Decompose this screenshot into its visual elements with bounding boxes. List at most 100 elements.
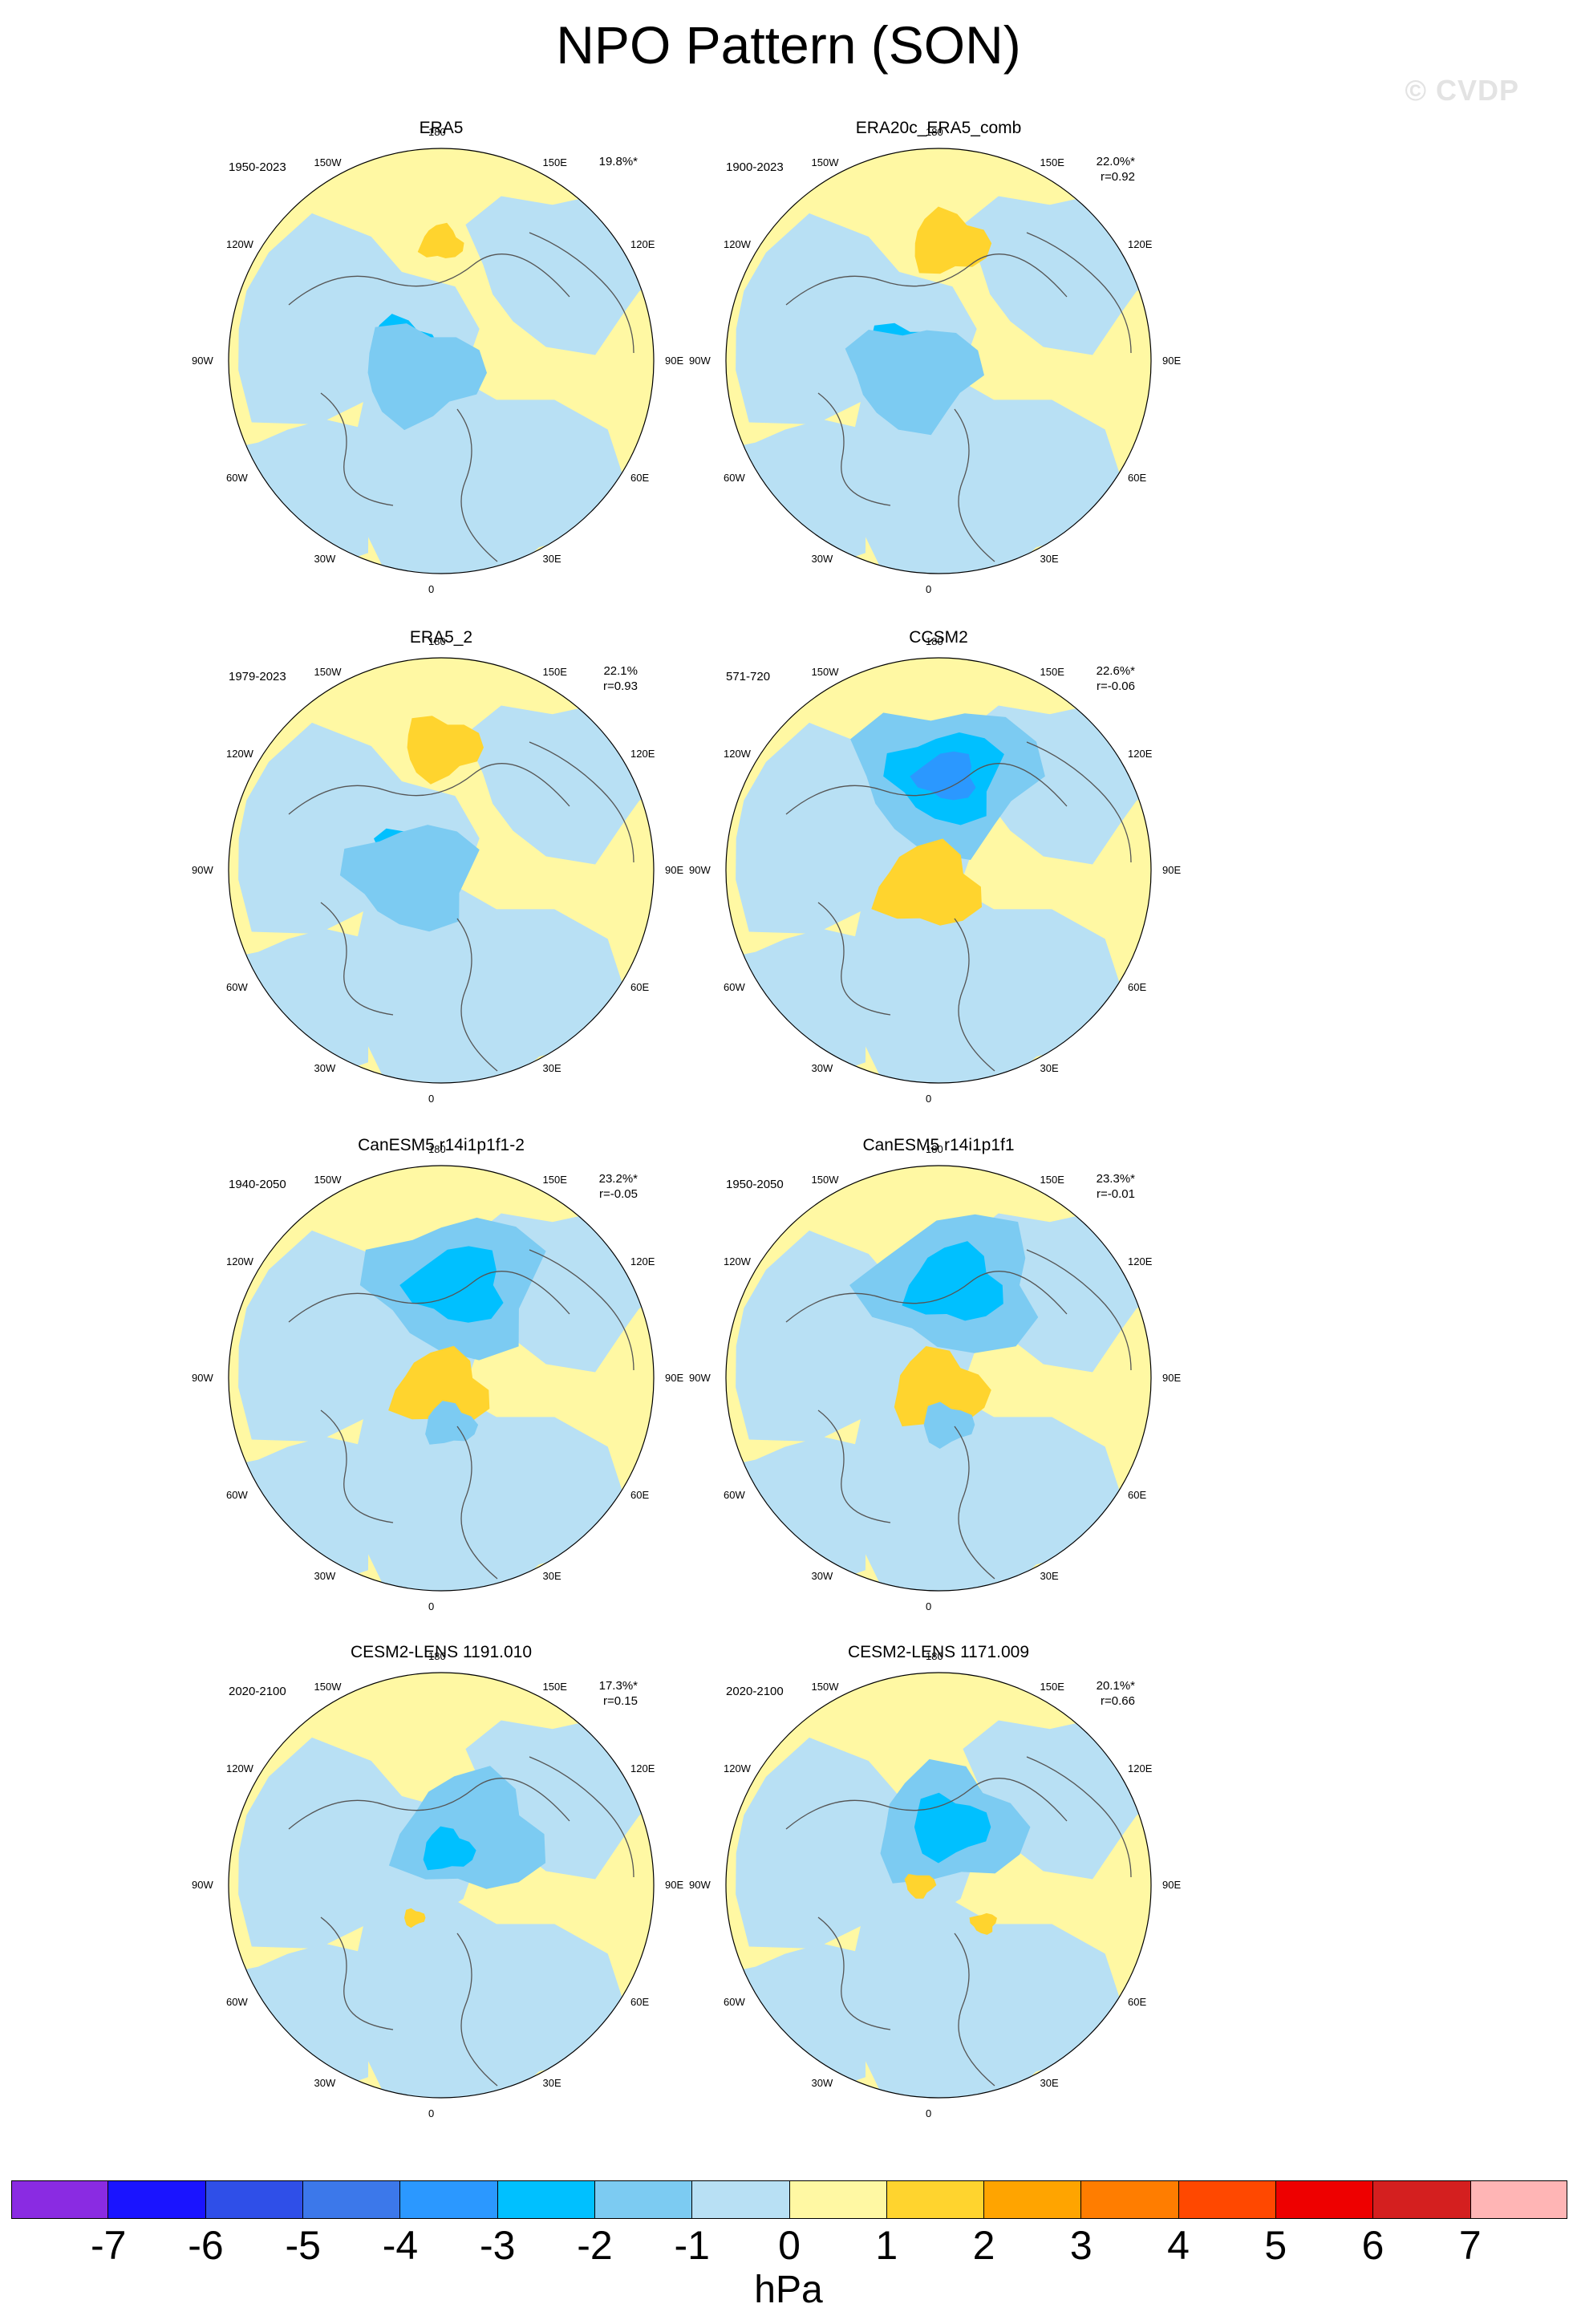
map-panel: ERA5_2 1979-2023 22.1% r=0.93 180 0 150W 150E 12… [124,628,683,1127]
longitude-label: 60W [723,980,745,993]
longitude-label: 90E [665,355,684,367]
longitude-label: 30W [811,1061,833,1074]
colorbar-swatch [205,2180,303,2219]
low-pressure-anomaly [902,1241,1003,1321]
longitude-label: 120E [1128,1255,1153,1267]
colorbar [11,2180,1567,2219]
panel-years: 571-720 [726,670,771,683]
panel-title: ERA20c_ERA5_comb [855,119,1022,137]
longitude-label: 30W [811,2076,833,2089]
longitude-label: 150E [542,1681,567,1693]
negative-anomaly-region [229,1436,397,1585]
longitude-label: 30E [1040,552,1059,565]
longitude-label: 60W [723,471,745,484]
coastline [456,408,498,562]
longitude-label: 90W [192,1879,213,1891]
coastline [954,1426,995,1580]
panel-title: ERA5_2 [409,628,473,647]
longitude-label: 60W [723,1488,745,1501]
high-pressure-anomaly [914,206,992,274]
polar-map [228,1672,655,2099]
longitude-label: 60W [225,471,248,484]
longitude-label: 90W [689,355,711,367]
map-panel: CanESM5 r14i1p1f1-2 1940-2050 23.2%* r=-0.0… [124,1136,683,1635]
pattern-correlation: r=-0.05 [599,1187,638,1201]
longitude-label: 180 [926,635,943,647]
colorbar-swatch [400,2180,498,2219]
longitude-label: 60E [630,1488,650,1501]
longitude-label: 150W [811,156,839,169]
longitude-label: 30E [542,1061,561,1074]
panel-years: 1979-2023 [229,670,286,683]
longitude-label: 150W [811,1681,839,1693]
coastline [288,253,570,306]
coastline [288,1778,570,1830]
variance-explained: 23.3%* [1096,1172,1135,1186]
coastline [456,1933,498,2087]
longitude-label: 120W [723,237,751,250]
coastline [1026,741,1132,863]
high-pressure-anomaly [388,1345,490,1426]
colorbar-tick-label: -1 [674,2223,710,2268]
coastline [320,1409,394,1523]
longitude-label: 90E [665,864,684,876]
longitude-label: 60W [723,1995,745,2008]
negative-anomaly-region [726,1436,894,1585]
longitude-label: 150W [811,666,839,679]
longitude-label: 60E [1128,980,1147,993]
coastline [817,392,891,506]
map-border [725,148,1152,574]
negative-anomaly-region [229,1943,397,2092]
low-pressure-anomaly [914,1792,991,1864]
high-pressure-anomaly [894,1346,991,1427]
longitude-label: 120W [225,1255,253,1267]
negative-anomaly-region [726,928,894,1077]
colorbar-swatch [1081,2180,1179,2219]
longitude-label: 90E [1162,1372,1182,1384]
longitude-label: 60E [1128,471,1147,484]
pattern-correlation: r=0.92 [1101,170,1135,184]
longitude-label: 180 [428,126,446,138]
coastline [817,1916,891,2030]
longitude-label: 90E [1162,864,1182,876]
longitude-label: 120E [630,1255,655,1267]
map-panel: ERA5 1950-2023 19.8%* 180 0 150W 150E 120W 120E 9… [124,119,683,618]
high-pressure-anomaly [404,1908,426,1929]
colorbar-tick-label: 3 [1069,2223,1093,2268]
longitude-label: 180 [428,1650,446,1662]
longitude-label: 60W [225,980,248,993]
coastline [785,763,1068,815]
polar-map [228,1165,655,1592]
longitude-label: 30E [542,1569,561,1582]
panel-stats: 17.3%* r=0.15 [553,1678,638,1709]
low-pressure-anomaly [923,1401,975,1449]
longitude-label: 120E [630,1762,655,1774]
map-border [228,1672,655,2099]
pattern-correlation: r=-0.01 [1097,1187,1135,1201]
variance-explained: 22.1% [603,664,638,678]
panel-years: 1950-2050 [726,1178,784,1191]
map-panel: CanESM5 r14i1p1f1 1950-2050 23.3%* r=-0.01 1… [622,1136,1181,1635]
map-panel: ERA20c_ERA5_comb 1900-2023 22.0%* r=0.92 180… [622,119,1181,618]
colorbar-swatch [1470,2180,1567,2219]
longitude-label: 90W [192,864,213,876]
panel-years: 2020-2100 [229,1685,286,1698]
longitude-label: 150E [1040,156,1064,169]
negative-anomaly-region [849,1892,1122,2098]
polar-map [725,657,1152,1084]
panel-stats: 22.1% r=0.93 [553,663,638,694]
colorbar-tick-label: -7 [91,2223,127,2268]
coastline [529,1249,634,1371]
map-border [228,657,655,1084]
coastline [320,392,394,506]
longitude-label: 180 [926,1143,943,1155]
colorbar-swatch [594,2180,693,2219]
colorbar-tick-label: 6 [1361,2223,1384,2268]
high-pressure-anomaly [417,222,464,258]
coastline [1026,1249,1132,1371]
colorbar-swatch [11,2180,109,2219]
map-panel: CESM2-LENS 1191.010 2020-2100 17.3%* r=0.15… [124,1643,683,2142]
low-pressure-anomaly [845,330,984,436]
panel-stats: 20.1%* r=0.66 [1051,1678,1135,1709]
panel-years: 1940-2050 [229,1178,286,1191]
